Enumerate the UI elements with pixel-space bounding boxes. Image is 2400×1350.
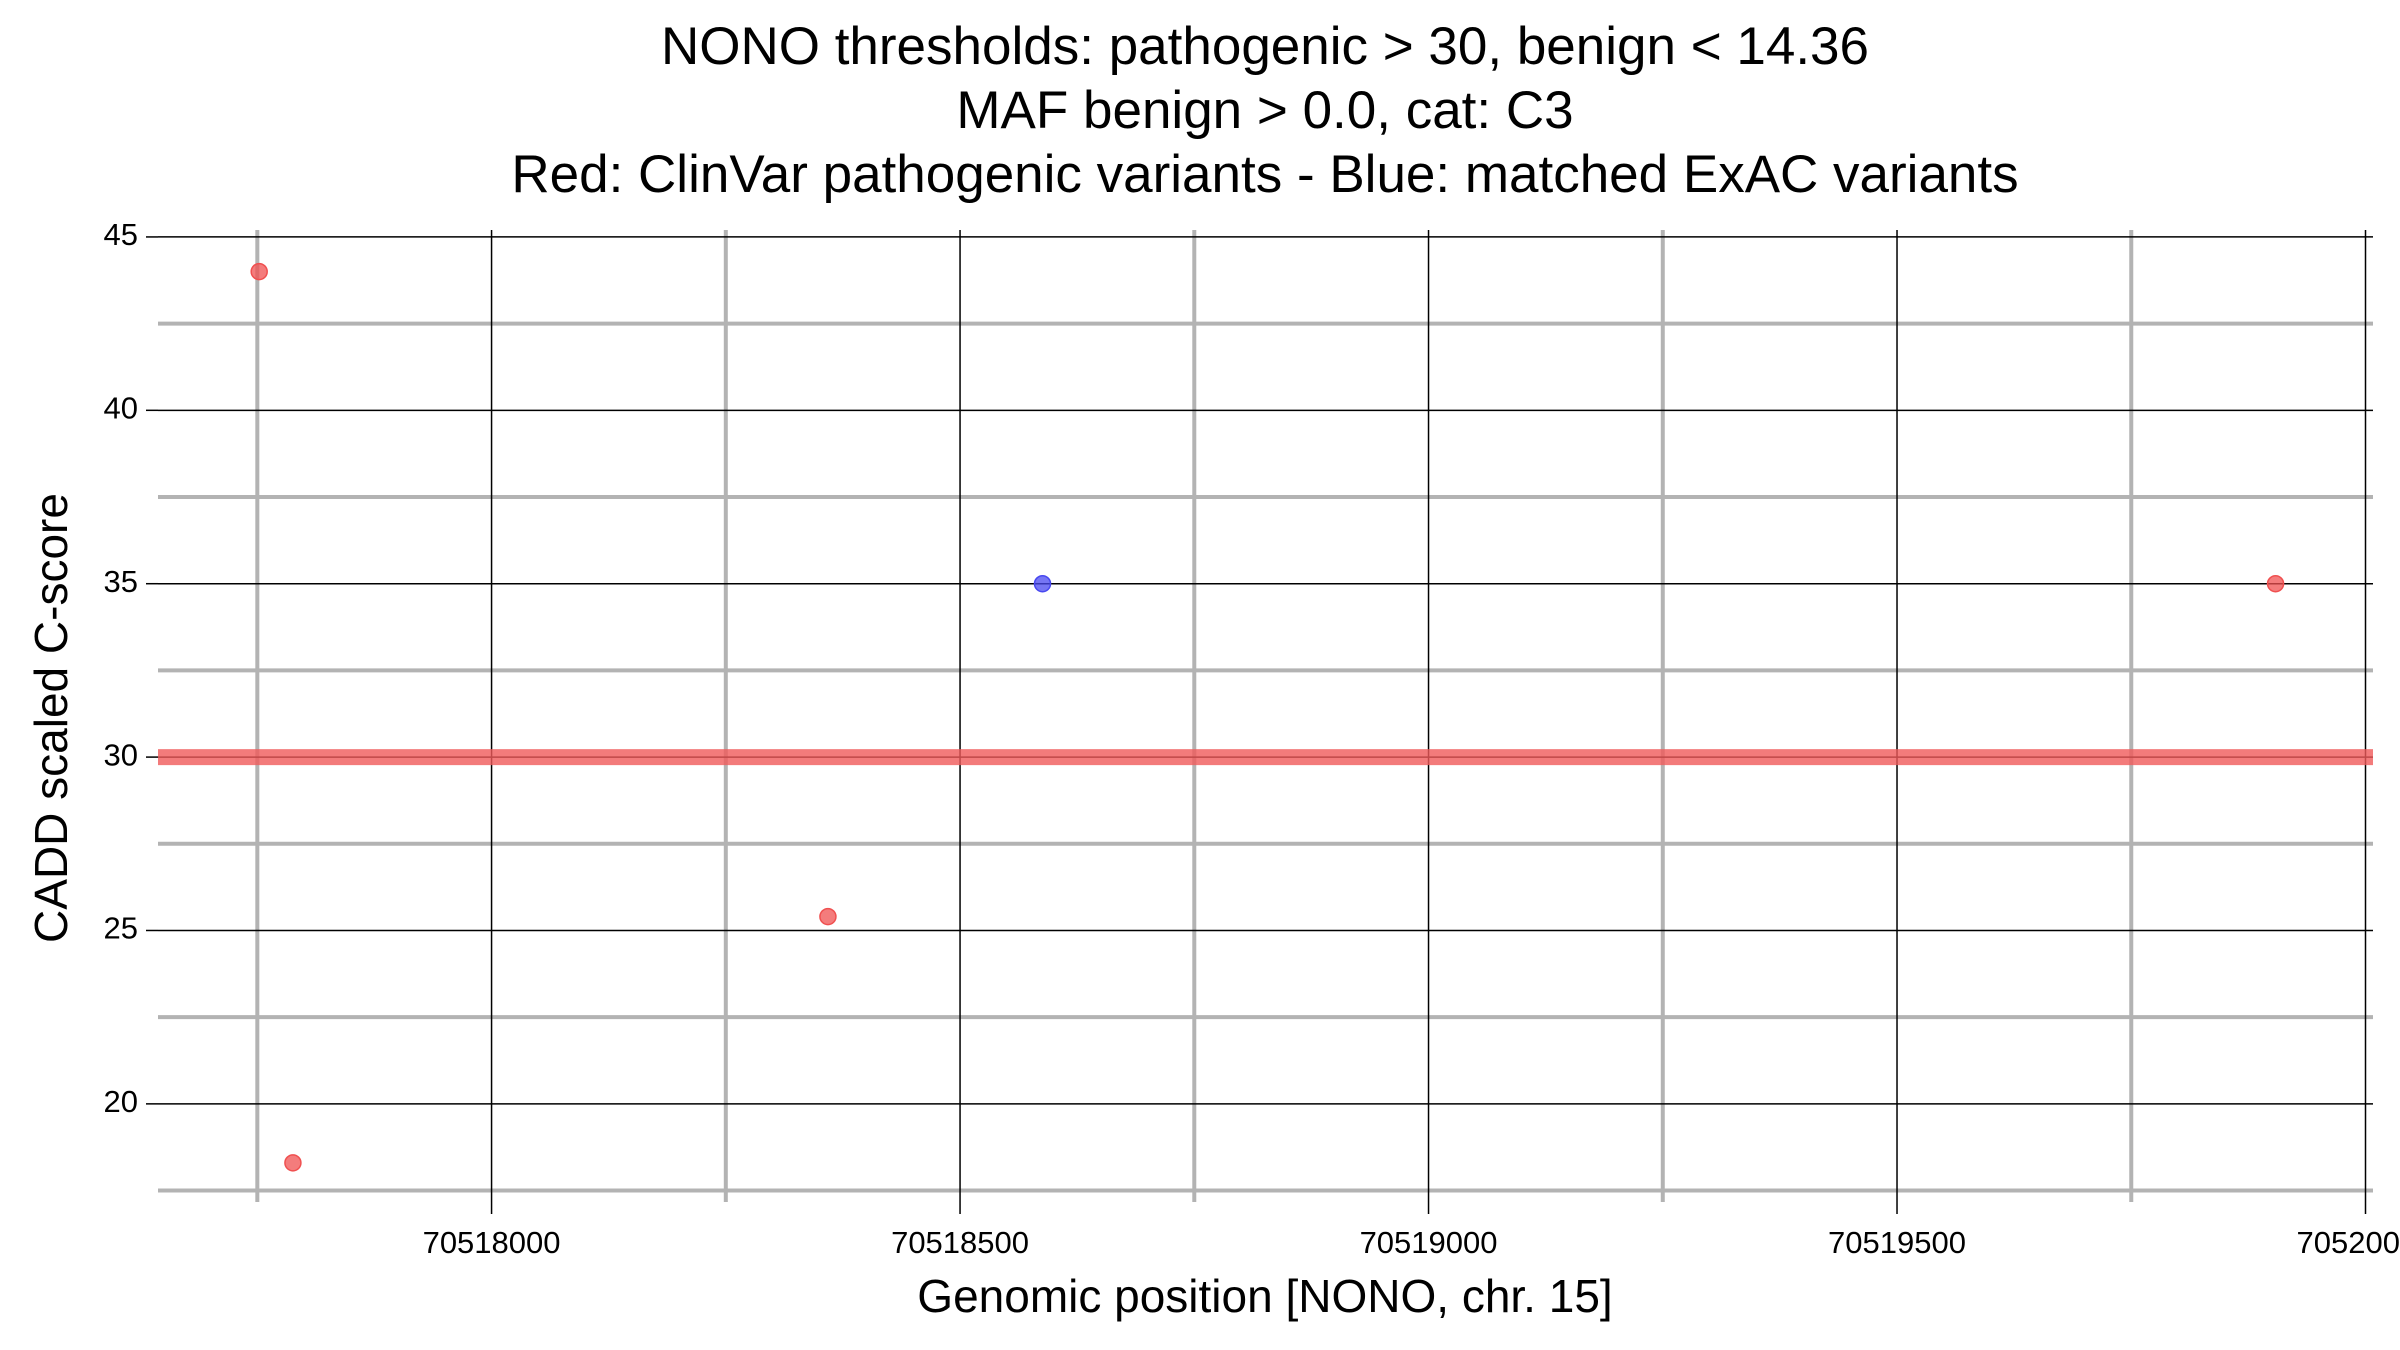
y-axis-title: CADD scaled C-score: [25, 493, 77, 943]
point: [284, 1154, 302, 1172]
point: [819, 907, 837, 926]
chart-title: Red: ClinVar pathogenic variants - Blue:…: [511, 145, 2018, 204]
y-tick-label: 35: [104, 564, 138, 599]
point: [250, 262, 268, 281]
point: [1033, 574, 1052, 593]
x-tick-label: 70518500: [891, 1225, 1029, 1260]
chart-title: MAF benign > 0.0, cat: C3: [956, 81, 1573, 140]
chart-title: NONO thresholds: pathogenic > 30, benign…: [661, 17, 1869, 76]
y-tick-label: 45: [104, 217, 138, 252]
y-tick-label: 25: [104, 911, 138, 946]
x-tick-label: 70520000: [2297, 1225, 2400, 1260]
x-axis-title: Genomic position [NONO, chr. 15]: [917, 1270, 1612, 1322]
point: [2266, 574, 2285, 593]
y-tick-label: 30: [104, 737, 138, 772]
y-tick-label: 20: [104, 1084, 138, 1119]
x-tick-label: 70519000: [1360, 1225, 1498, 1260]
x-tick-label: 70518000: [423, 1225, 561, 1260]
x-tick-label: 70519500: [1828, 1225, 1966, 1260]
y-tick-label: 40: [104, 391, 138, 426]
